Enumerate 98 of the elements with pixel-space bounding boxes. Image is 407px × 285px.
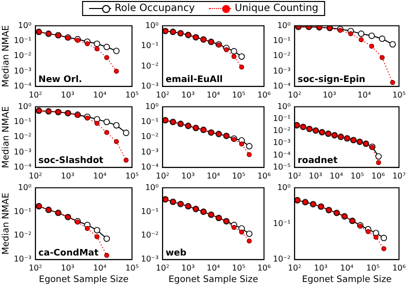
x-axis-title: Egonet Sample Size	[38, 274, 129, 285]
text: soc-sign-Epin	[298, 75, 366, 86]
x-tick-label: 10³	[308, 171, 322, 180]
x-tick-label: 10⁶	[371, 171, 385, 180]
x-tick-label: 10⁵	[350, 171, 364, 180]
x-tick-label: 10⁴	[330, 171, 344, 180]
x-tick-label: 10⁴	[93, 263, 106, 272]
x-tick-label: 10³	[60, 171, 74, 180]
y-tick-label: 10⁻¹	[14, 117, 32, 126]
x-tick-label: 10⁵	[232, 171, 246, 180]
y-tick-label: 10⁰	[145, 182, 159, 192]
y-tick-label: 10⁻²	[14, 132, 32, 142]
y-axis-title: Median NMAE	[2, 106, 12, 168]
y-tick-label: 10⁻³	[141, 147, 159, 156]
x-tick-label: 10⁵	[125, 263, 139, 272]
x-tick-label: 10²	[288, 263, 302, 272]
x-tick-label: 10⁵	[232, 263, 246, 272]
y-tick-label: 10⁰	[277, 102, 291, 111]
text: soc-Slashdot	[38, 156, 104, 166]
x-tick-label: 10²	[288, 90, 302, 100]
y-tick-label: 10⁻³	[273, 138, 291, 148]
x-axis-title: Egonet Sample Size	[302, 274, 392, 285]
x-tick-label: 10³	[314, 263, 328, 272]
y-tick-label: 10⁻²	[14, 230, 32, 240]
x-tick-label: 10⁴	[358, 90, 371, 100]
y-tick-label: 10⁰	[18, 182, 32, 192]
y-tick-label: 10⁻¹	[141, 206, 159, 216]
text: email-EuAll	[166, 75, 223, 86]
text: New Orl.	[38, 75, 82, 86]
y-axis-title: Median NMAE	[2, 24, 12, 88]
y-tick-label: 10⁻³	[14, 66, 32, 76]
x-tick-label: 10³	[181, 171, 195, 180]
y-tick-label: 10⁻³	[141, 81, 159, 90]
x-tick-label: 10⁴	[206, 171, 220, 180]
y-tick-label: 10⁻⁴	[14, 162, 32, 172]
y-tick-label: 10⁻³	[273, 66, 291, 76]
x-tick-label: 10²	[288, 171, 302, 180]
y-tick-label: 10⁻⁴	[273, 81, 291, 90]
y-tick-label: 10⁰	[18, 102, 32, 111]
y-tick-label: 10⁻²	[273, 254, 291, 264]
y-tick-label: 10⁻³	[141, 254, 159, 264]
legend-label: Unique Counting	[234, 3, 318, 14]
x-tick-label: 10⁵	[125, 90, 139, 100]
x-axis-title: Egonet Sample Size	[168, 274, 259, 285]
y-tick-label: 10⁻⁴	[141, 162, 159, 172]
y-tick-label: 10⁰	[18, 20, 32, 30]
x-tick-label: 10⁶	[257, 90, 271, 100]
y-tick-label: 10⁰	[277, 182, 291, 192]
y-tick-label: 10⁻²	[141, 132, 159, 142]
x-tick-label: 10⁵	[232, 90, 246, 100]
x-tick-label: 10²	[156, 263, 170, 272]
x-tick-label: 10³	[60, 263, 74, 272]
y-tick-label: 10⁻²	[14, 51, 32, 60]
y-tick-label: 10⁻¹	[273, 114, 291, 123]
x-tick-label: 10²	[156, 171, 170, 180]
y-tick-label: 10⁻¹	[273, 218, 291, 228]
y-tick-label: 10⁻¹	[273, 36, 291, 46]
x-tick-label: 10⁵	[125, 171, 139, 180]
x-tick-label: 10⁶	[257, 171, 271, 180]
y-axis-title: Median NMAE	[2, 192, 12, 255]
y-tick-label: 10⁻⁵	[273, 162, 291, 172]
x-tick-label: 10⁴	[340, 263, 354, 272]
x-tick-label: 10³	[181, 90, 195, 100]
x-tick-label: 10⁵	[392, 90, 406, 100]
y-tick-label: 10⁻⁴	[14, 81, 32, 90]
x-tick-label: 10²	[28, 90, 42, 100]
x-tick-label: 10⁴	[206, 263, 220, 272]
x-tick-label: 10⁴	[93, 90, 106, 100]
x-tick-label: 10³	[60, 90, 74, 100]
x-tick-label: 10⁶	[257, 263, 271, 272]
x-tick-label: 10⁶	[392, 263, 406, 272]
x-tick-label: 10⁴	[93, 171, 106, 180]
text: web	[166, 248, 188, 258]
x-tick-label: 10⁴	[206, 90, 220, 100]
y-tick-label: 10⁻²	[141, 61, 159, 70]
y-tick-label: 10⁰	[145, 102, 159, 111]
x-tick-label: 10⁵	[366, 263, 380, 272]
y-tick-label: 10⁻²	[141, 230, 159, 240]
text: roadnet	[298, 156, 338, 166]
text: ca-CondMat	[38, 248, 100, 258]
x-tick-label: 10²	[28, 171, 42, 180]
y-tick-label: 10⁻⁴	[273, 150, 291, 160]
y-tick-label: 10⁻¹	[14, 206, 32, 216]
y-tick-label: 10⁻¹	[14, 36, 32, 46]
y-tick-label: 10⁻¹	[141, 41, 159, 50]
x-tick-label: 10³	[322, 90, 336, 100]
y-tick-label: 10⁻²	[273, 51, 291, 60]
y-tick-label: 10⁰	[277, 20, 291, 30]
legend-label: Role Occupancy	[114, 3, 195, 14]
y-tick-label: 10⁻¹	[141, 117, 159, 126]
y-tick-label: 10⁻³	[14, 147, 32, 156]
y-tick-label: 10⁻³	[14, 254, 32, 264]
y-tick-label: 10⁰	[145, 20, 159, 30]
x-tick-label: 10³	[181, 263, 195, 272]
x-tick-label: 10²	[28, 263, 42, 272]
y-tick-label: 10⁻²	[273, 126, 291, 136]
x-tick-label: 10²	[156, 90, 170, 100]
x-tick-label: 10⁷	[392, 171, 406, 180]
